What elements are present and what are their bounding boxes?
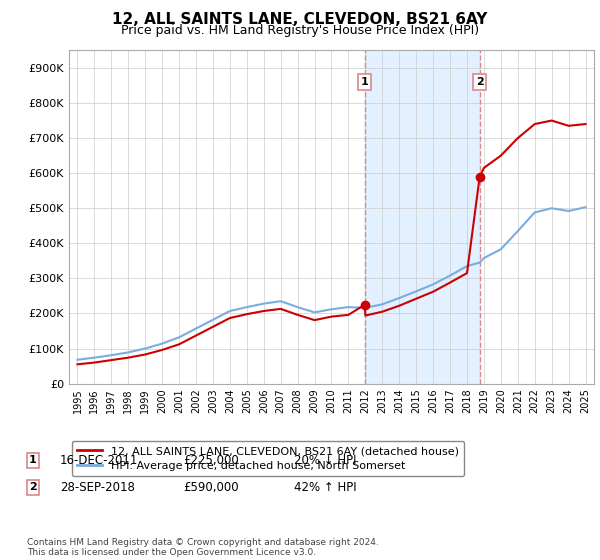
Text: Price paid vs. HM Land Registry's House Price Index (HPI): Price paid vs. HM Land Registry's House … [121, 24, 479, 36]
Text: 2: 2 [476, 77, 484, 87]
Text: £590,000: £590,000 [183, 480, 239, 494]
Text: 1: 1 [361, 77, 368, 87]
Legend: 12, ALL SAINTS LANE, CLEVEDON, BS21 6AY (detached house), HPI: Average price, de: 12, ALL SAINTS LANE, CLEVEDON, BS21 6AY … [72, 441, 464, 477]
Text: 28-SEP-2018: 28-SEP-2018 [60, 480, 135, 494]
Bar [365, 50, 479, 384]
Text: 2: 2 [29, 482, 37, 492]
Text: 1: 1 [29, 455, 37, 465]
Text: £225,000: £225,000 [183, 454, 239, 467]
Text: 42% ↑ HPI: 42% ↑ HPI [294, 480, 356, 494]
Text: 20% ↓ HPI: 20% ↓ HPI [294, 454, 356, 467]
Text: 16-DEC-2011: 16-DEC-2011 [60, 454, 139, 467]
Text: 12, ALL SAINTS LANE, CLEVEDON, BS21 6AY: 12, ALL SAINTS LANE, CLEVEDON, BS21 6AY [112, 12, 488, 27]
Text: Contains HM Land Registry data © Crown copyright and database right 2024.
This d: Contains HM Land Registry data © Crown c… [27, 538, 379, 557]
